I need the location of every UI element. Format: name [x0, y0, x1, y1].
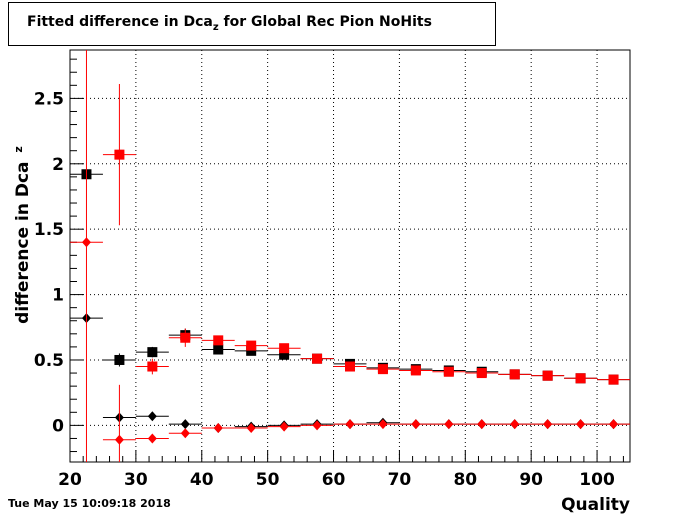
- y-tick-label: 2: [52, 155, 64, 175]
- chart-title-prefix: Fitted difference in Dca: [27, 14, 213, 30]
- data-point-square: [114, 149, 125, 160]
- y-axis-label: difference in Dca z: [12, 146, 33, 324]
- data-point-diamond: [345, 419, 355, 430]
- y-tick-label: 0: [52, 416, 64, 436]
- data-point-square: [246, 345, 257, 356]
- data-point-diamond: [576, 419, 586, 430]
- data-point-diamond: [477, 419, 487, 430]
- data-point-square: [608, 374, 619, 385]
- data-point-square: [213, 344, 224, 355]
- chart-title-subscript: z: [212, 21, 219, 33]
- data-point-diamond: [444, 419, 454, 430]
- data-point-square: [114, 354, 125, 365]
- chart-title-suffix: for Global Rec Pion NoHits: [218, 14, 432, 30]
- grid-lines: [70, 50, 630, 462]
- data-point-diamond: [147, 411, 157, 422]
- data-point-diamond: [81, 237, 91, 248]
- data-point-square: [213, 335, 224, 346]
- data-point-diamond: [279, 421, 289, 432]
- timestamp: Tue May 15 10:09:18 2018: [8, 497, 171, 510]
- x-axis-label: Quality: [561, 495, 630, 514]
- x-tick-label: 90: [519, 470, 543, 490]
- data-point-square: [147, 361, 158, 372]
- y-tick-label: 1: [52, 286, 64, 306]
- data-point-diamond: [180, 428, 190, 439]
- data-point-square: [180, 332, 191, 343]
- axes: 20 30 40 50 60 70 80 90 100 0 0.5 1 1.5 2 2.5: [34, 58, 624, 490]
- data-point-diamond: [378, 419, 388, 430]
- x-tick-label: 60: [322, 470, 346, 490]
- data-point-square: [542, 370, 553, 381]
- data-point-diamond: [609, 419, 619, 430]
- data-point-square: [509, 369, 520, 380]
- chart-title: Fitted difference in Dcaz for Global Rec…: [27, 14, 432, 33]
- data-point-diamond: [147, 433, 157, 444]
- data-point-diamond: [411, 419, 421, 430]
- x-tick-label: 100: [579, 470, 615, 490]
- y-axis-label-main: difference in Dca: [13, 161, 33, 323]
- data-point-square: [312, 353, 323, 364]
- plot-frame: [69, 49, 631, 463]
- x-tick-label: 70: [388, 470, 412, 490]
- data-point-square: [410, 365, 421, 376]
- x-tick-label: 40: [190, 470, 214, 490]
- data-point-square: [377, 364, 388, 375]
- data-point-square: [279, 343, 290, 354]
- data-point-square: [147, 347, 158, 358]
- data-series: [70, 50, 630, 462]
- y-tick-label: 0.5: [34, 351, 64, 371]
- data-point-square: [279, 349, 290, 360]
- y-tick-label: 2.5: [34, 89, 64, 109]
- y-axis-label-sub: z: [12, 146, 25, 152]
- data-point-square: [575, 373, 586, 384]
- x-tick-label: 30: [124, 470, 148, 490]
- data-point-diamond: [213, 422, 223, 433]
- data-point-square: [476, 368, 487, 379]
- data-point-diamond: [510, 419, 520, 430]
- x-tick-label: 80: [453, 470, 477, 490]
- chart-title-box: Fitted difference in Dcaz for Global Rec…: [8, 2, 496, 46]
- data-point-diamond: [114, 434, 124, 445]
- data-point-square: [443, 366, 454, 377]
- x-tick-label: 20: [58, 470, 82, 490]
- y-tick-label: 1.5: [34, 220, 64, 240]
- data-point-diamond: [543, 419, 553, 430]
- x-tick-label: 50: [256, 470, 280, 490]
- data-point-square: [246, 340, 257, 351]
- data-point-diamond: [180, 419, 190, 430]
- data-point-square: [345, 361, 355, 372]
- data-point-diamond: [246, 422, 256, 433]
- data-point-diamond: [312, 420, 322, 431]
